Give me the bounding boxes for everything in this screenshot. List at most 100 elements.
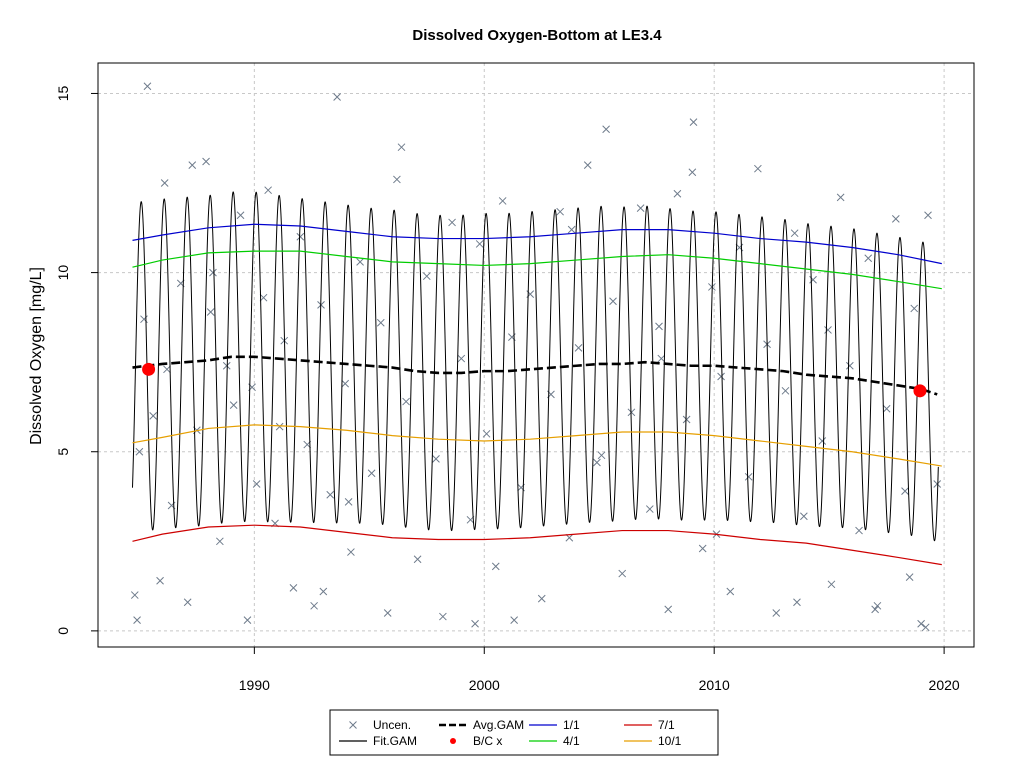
x-tick-label: 2020 bbox=[929, 677, 960, 693]
grid-layer bbox=[98, 63, 974, 647]
uncen-point bbox=[206, 308, 215, 316]
uncen-point bbox=[356, 257, 364, 266]
uncen-point bbox=[448, 218, 456, 227]
legend-label: Fit.GAM bbox=[373, 734, 417, 748]
uncen-point bbox=[397, 143, 406, 152]
series-line-avg-gam bbox=[132, 355, 938, 396]
legend: Uncen. Fit.GAM Avg.GAM B/C x 1/1 4/1 7/1 10/1 bbox=[329, 709, 719, 756]
fit-gam-line bbox=[131, 191, 939, 542]
axes-layer: 1990 2000 2010 2020 0 5 10 15 bbox=[55, 85, 960, 693]
uncen-point bbox=[402, 397, 410, 406]
uncen-point bbox=[845, 361, 854, 370]
uncen-point bbox=[754, 164, 762, 173]
uncen-point bbox=[655, 322, 663, 331]
uncen-point bbox=[413, 555, 422, 564]
uncen-point bbox=[275, 422, 284, 431]
uncen-point bbox=[597, 451, 606, 460]
bc-point bbox=[142, 362, 156, 376]
legend-item: 4/1 bbox=[529, 734, 580, 748]
uncen-point bbox=[143, 82, 152, 91]
uncen-point bbox=[818, 437, 827, 445]
series-layer bbox=[132, 223, 942, 566]
uncen-point bbox=[682, 415, 691, 424]
legend-item: Avg.GAM bbox=[439, 718, 524, 732]
legend-label: B/C x bbox=[473, 734, 502, 748]
uncen-point bbox=[264, 186, 272, 195]
uncen-point bbox=[259, 293, 268, 302]
uncen-point bbox=[222, 361, 231, 370]
uncen-point bbox=[593, 458, 601, 467]
uncen-point bbox=[602, 125, 610, 134]
uncen-point bbox=[163, 365, 171, 374]
uncen-point bbox=[917, 619, 925, 628]
bc-points-layer bbox=[142, 362, 927, 398]
uncen-point bbox=[772, 609, 781, 617]
uncen-point bbox=[296, 232, 305, 241]
uncen-point bbox=[183, 598, 192, 607]
uncen-point bbox=[188, 161, 197, 169]
uncen-point bbox=[645, 505, 654, 513]
legend-item: Fit.GAM bbox=[339, 734, 417, 748]
uncen-point bbox=[216, 537, 224, 546]
x-tick-label: 2010 bbox=[699, 677, 730, 693]
plot-frame bbox=[97, 62, 975, 648]
uncen-point bbox=[873, 601, 882, 610]
uncen-point bbox=[383, 609, 392, 617]
uncen-point bbox=[836, 193, 845, 202]
uncen-point bbox=[133, 616, 141, 624]
legend-box bbox=[329, 709, 719, 756]
uncen-point bbox=[422, 272, 431, 281]
uncen-point bbox=[689, 118, 698, 126]
uncen-point bbox=[781, 386, 790, 395]
uncen-point bbox=[344, 498, 353, 506]
uncen-point bbox=[482, 429, 491, 438]
uncen-point bbox=[319, 587, 328, 596]
uncen-point bbox=[698, 544, 707, 553]
y-tick-label: 10 bbox=[55, 265, 71, 281]
uncen-point bbox=[864, 254, 873, 263]
uncen-point bbox=[236, 211, 245, 220]
uncen-point bbox=[160, 179, 169, 187]
uncen-point bbox=[636, 204, 645, 212]
y-tick-label: 15 bbox=[55, 85, 71, 101]
uncen-point bbox=[688, 168, 697, 177]
uncen-point bbox=[717, 372, 725, 381]
uncen-point bbox=[156, 576, 164, 585]
uncen-point bbox=[910, 304, 919, 313]
series-line-7-1 bbox=[132, 524, 942, 566]
uncen-point bbox=[432, 455, 440, 463]
uncen-point bbox=[901, 487, 909, 496]
uncen-point bbox=[252, 480, 261, 488]
uncen-point bbox=[367, 469, 376, 478]
series-line-1-1 bbox=[132, 223, 942, 265]
uncen-point bbox=[457, 354, 466, 363]
uncen-point bbox=[609, 297, 617, 306]
uncen-point bbox=[790, 229, 799, 238]
series-line-10-1 bbox=[132, 424, 942, 467]
legend-label: Avg.GAM bbox=[473, 718, 524, 732]
legend-swatch-cross bbox=[349, 721, 357, 729]
uncen-point bbox=[574, 343, 583, 352]
uncen-point bbox=[891, 214, 900, 223]
uncen-point bbox=[439, 612, 447, 621]
uncen-point bbox=[341, 379, 350, 388]
uncen-point bbox=[583, 161, 592, 169]
uncen-point bbox=[855, 526, 863, 535]
uncen-point bbox=[882, 404, 891, 413]
legend-item: Uncen. bbox=[349, 718, 411, 732]
y-tick-label: 0 bbox=[55, 627, 71, 635]
y-axis-label: Dissolved Oxygen [mg/L] bbox=[28, 267, 45, 445]
legend-item: 1/1 bbox=[529, 718, 580, 732]
uncen-point bbox=[229, 401, 238, 410]
fit-gam-layer bbox=[131, 191, 939, 542]
uncen-point bbox=[498, 197, 507, 205]
legend-label: 7/1 bbox=[658, 718, 675, 732]
chart-title: Dissolved Oxygen-Bottom at LE3.4 bbox=[412, 27, 662, 44]
uncen-point bbox=[793, 598, 801, 607]
uncen-point bbox=[726, 587, 735, 596]
bc-point bbox=[913, 384, 927, 398]
uncen-point bbox=[475, 240, 484, 248]
legend-label: 1/1 bbox=[563, 718, 580, 732]
uncen-point bbox=[243, 616, 252, 624]
